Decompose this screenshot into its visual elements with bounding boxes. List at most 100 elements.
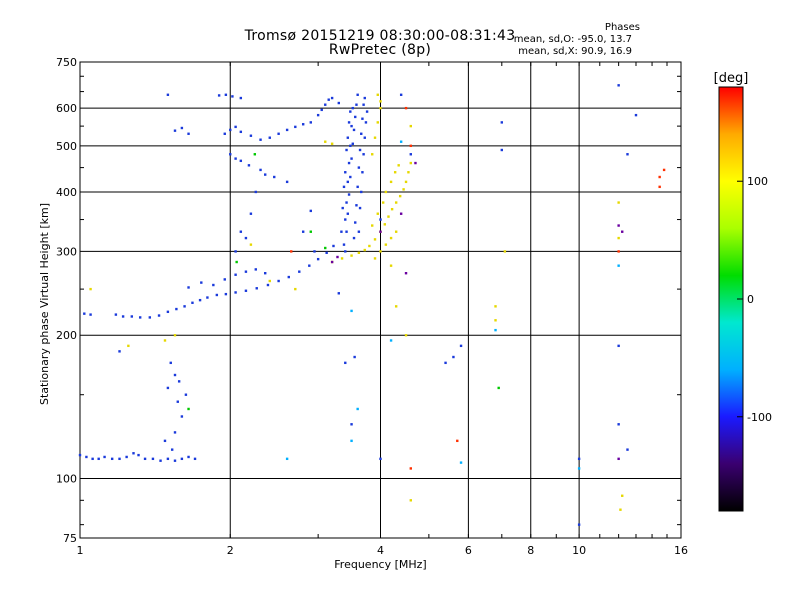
data-point bbox=[166, 93, 170, 96]
data-point bbox=[130, 315, 134, 318]
data-point bbox=[345, 201, 348, 204]
data-point bbox=[344, 171, 347, 174]
data-point bbox=[383, 223, 386, 226]
data-point bbox=[362, 153, 365, 156]
data-point bbox=[187, 455, 190, 459]
data-point bbox=[287, 275, 290, 279]
data-point bbox=[184, 393, 188, 396]
data-point bbox=[354, 115, 357, 119]
y-tick-label: 100 bbox=[56, 473, 77, 486]
data-point bbox=[349, 175, 352, 179]
data-point bbox=[324, 246, 327, 250]
data-point bbox=[170, 448, 174, 451]
data-point bbox=[360, 132, 363, 135]
data-point bbox=[273, 175, 276, 179]
y-tick-label: 750 bbox=[56, 56, 77, 69]
data-point bbox=[324, 140, 327, 143]
data-point bbox=[223, 132, 226, 135]
data-point bbox=[365, 110, 369, 113]
data-point bbox=[91, 457, 94, 461]
data-point bbox=[229, 128, 232, 132]
data-point bbox=[132, 452, 135, 455]
data-point bbox=[662, 168, 666, 172]
x-tick-label: 16 bbox=[674, 544, 688, 557]
data-point bbox=[234, 157, 237, 160]
data-point bbox=[379, 250, 382, 253]
data-point bbox=[309, 209, 312, 213]
data-point bbox=[234, 250, 237, 253]
data-point bbox=[173, 431, 177, 434]
data-point bbox=[356, 407, 359, 411]
data-point bbox=[342, 185, 346, 189]
data-point bbox=[247, 164, 251, 167]
data-point bbox=[381, 201, 385, 204]
data-point bbox=[363, 248, 366, 252]
data-point bbox=[494, 328, 497, 332]
data-point bbox=[173, 459, 177, 462]
data-point bbox=[148, 316, 152, 319]
data-point bbox=[151, 457, 155, 461]
x-tick-label: 8 bbox=[527, 544, 534, 557]
data-point bbox=[379, 106, 382, 110]
data-point bbox=[362, 103, 365, 106]
data-point bbox=[253, 153, 257, 156]
data-point bbox=[285, 180, 289, 184]
data-point bbox=[301, 123, 305, 126]
data-point bbox=[354, 221, 357, 224]
data-point bbox=[356, 185, 359, 189]
y-tick-label: 600 bbox=[56, 102, 77, 115]
x-tick-label: 10 bbox=[572, 544, 586, 557]
data-point bbox=[404, 334, 408, 337]
data-point bbox=[316, 113, 320, 117]
data-point bbox=[234, 125, 237, 129]
data-point bbox=[337, 101, 341, 105]
data-point bbox=[371, 224, 374, 227]
data-point bbox=[394, 230, 398, 233]
data-point bbox=[118, 457, 121, 461]
data-point bbox=[500, 148, 504, 152]
data-point bbox=[355, 204, 358, 207]
data-point bbox=[360, 190, 363, 194]
data-point bbox=[309, 230, 312, 233]
data-point bbox=[336, 255, 339, 259]
data-point bbox=[350, 309, 353, 313]
data-point bbox=[389, 236, 393, 240]
data-point bbox=[89, 287, 92, 291]
data-point bbox=[285, 128, 289, 132]
data-point bbox=[169, 361, 172, 365]
data-point bbox=[373, 257, 377, 260]
data-point bbox=[404, 180, 408, 184]
x-tick-label: 2 bbox=[227, 544, 234, 557]
y-tick-label: 500 bbox=[56, 140, 77, 153]
data-point bbox=[621, 230, 624, 233]
data-point bbox=[316, 257, 320, 261]
data-point bbox=[212, 283, 215, 287]
data-point bbox=[217, 94, 221, 97]
data-point bbox=[353, 355, 356, 359]
data-point bbox=[163, 439, 167, 443]
x-axis-label: Frequency [MHz] bbox=[334, 558, 426, 571]
data-point bbox=[345, 230, 348, 233]
data-point bbox=[356, 93, 359, 96]
data-point bbox=[346, 180, 350, 184]
data-point bbox=[337, 292, 341, 295]
data-point bbox=[357, 166, 361, 169]
data-point bbox=[138, 316, 142, 319]
data-point bbox=[444, 361, 447, 365]
data-point bbox=[634, 113, 638, 117]
data-point bbox=[379, 457, 382, 461]
data-point bbox=[110, 457, 114, 461]
data-point bbox=[409, 499, 412, 502]
phase-stat-x: mean, sd,X: 90.9, 16.9 bbox=[518, 46, 632, 57]
data-point bbox=[177, 380, 181, 383]
x-tick-label: 4 bbox=[377, 544, 384, 557]
x-tick-label: 1 bbox=[77, 544, 84, 557]
data-point bbox=[330, 142, 334, 145]
data-point bbox=[313, 250, 316, 253]
data-point bbox=[364, 121, 368, 124]
data-point bbox=[244, 270, 248, 273]
data-point bbox=[330, 96, 334, 100]
data-point bbox=[223, 278, 226, 281]
colorbar-label: [deg] bbox=[714, 71, 749, 86]
data-point bbox=[347, 161, 351, 165]
